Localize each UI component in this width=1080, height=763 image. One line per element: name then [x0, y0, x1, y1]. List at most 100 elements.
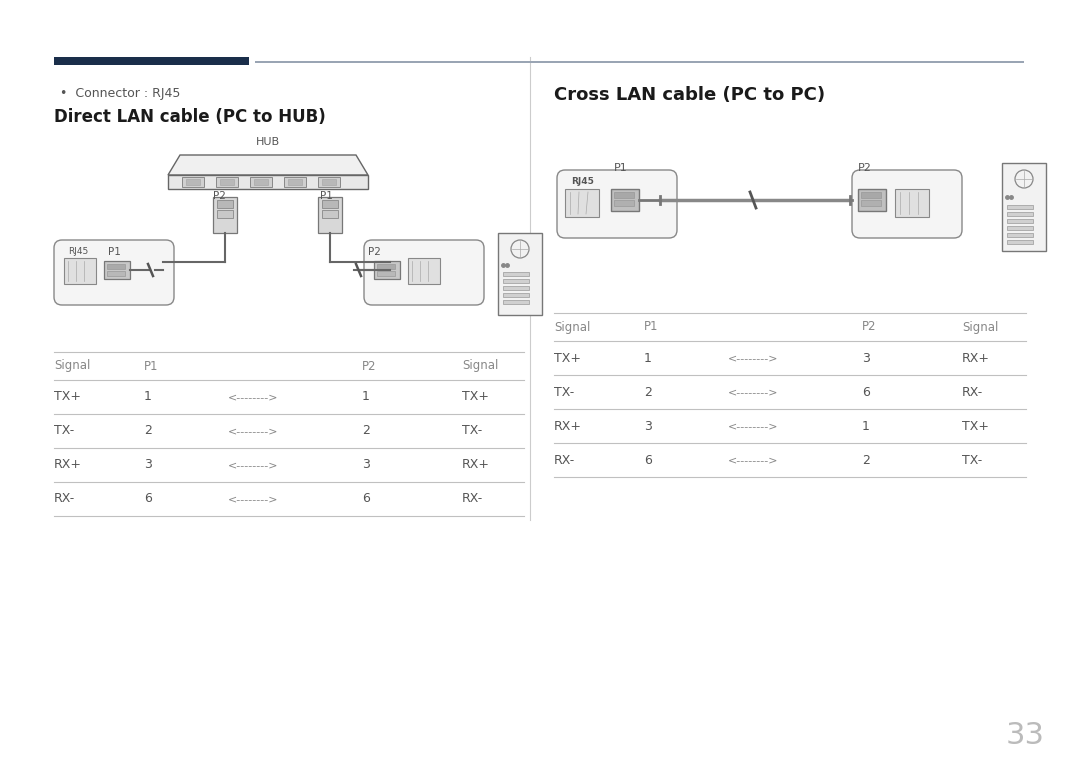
Bar — [377, 264, 395, 269]
Text: RX+: RX+ — [54, 459, 82, 472]
Text: 3: 3 — [644, 420, 652, 433]
Text: RX+: RX+ — [554, 420, 582, 433]
Text: P2: P2 — [368, 247, 381, 257]
Bar — [1007, 219, 1032, 223]
Bar — [107, 264, 125, 269]
Bar — [615, 192, 634, 198]
Bar — [107, 271, 125, 276]
Text: P2: P2 — [213, 191, 226, 201]
Bar — [217, 200, 233, 208]
Bar — [503, 286, 529, 290]
Text: TX-: TX- — [554, 385, 575, 398]
Bar — [565, 189, 599, 217]
FancyBboxPatch shape — [852, 170, 962, 238]
Text: 6: 6 — [362, 492, 369, 506]
Text: Direct LAN cable (PC to HUB): Direct LAN cable (PC to HUB) — [54, 108, 326, 126]
Text: 1: 1 — [362, 391, 369, 404]
Bar — [186, 179, 200, 185]
Bar — [183, 177, 204, 187]
Text: TX+: TX+ — [554, 352, 581, 365]
Bar — [1007, 226, 1032, 230]
FancyBboxPatch shape — [364, 240, 484, 305]
Bar — [255, 61, 1024, 63]
FancyBboxPatch shape — [557, 170, 677, 238]
Bar — [1007, 212, 1032, 216]
Text: P1: P1 — [108, 247, 121, 257]
Text: 6: 6 — [144, 492, 152, 506]
Text: 6: 6 — [862, 385, 869, 398]
Text: 3: 3 — [362, 459, 369, 472]
Text: RX+: RX+ — [462, 459, 490, 472]
Text: 2: 2 — [644, 385, 652, 398]
Bar — [503, 272, 529, 276]
Bar — [503, 293, 529, 297]
Bar — [217, 210, 233, 218]
Text: RX-: RX- — [554, 453, 576, 466]
Text: <-------->: <--------> — [728, 455, 779, 465]
Bar — [377, 271, 395, 276]
Text: 6: 6 — [644, 453, 652, 466]
Text: <-------->: <--------> — [228, 460, 279, 470]
Bar — [322, 179, 336, 185]
Text: TX-: TX- — [962, 453, 982, 466]
Text: RX+: RX+ — [962, 352, 990, 365]
Bar — [498, 233, 542, 315]
Text: RJ45: RJ45 — [68, 247, 89, 256]
Text: <-------->: <--------> — [728, 353, 779, 363]
Text: 2: 2 — [144, 424, 152, 437]
Text: TX-: TX- — [54, 424, 75, 437]
Bar — [318, 177, 340, 187]
Text: P2: P2 — [858, 163, 872, 173]
Bar — [374, 261, 400, 279]
Text: <-------->: <--------> — [228, 494, 279, 504]
Text: TX+: TX+ — [962, 420, 989, 433]
Text: Signal: Signal — [962, 320, 998, 333]
Bar — [288, 179, 302, 185]
Text: <-------->: <--------> — [228, 426, 279, 436]
Bar — [1002, 163, 1047, 251]
Text: Signal: Signal — [54, 359, 91, 372]
Bar — [408, 258, 440, 284]
FancyBboxPatch shape — [54, 240, 174, 305]
Text: P2: P2 — [362, 359, 377, 372]
Text: P1: P1 — [144, 359, 159, 372]
Text: 1: 1 — [862, 420, 869, 433]
Bar — [861, 200, 881, 206]
Text: P1: P1 — [644, 320, 659, 333]
Bar — [322, 210, 338, 218]
Text: P1: P1 — [320, 191, 333, 201]
Bar — [1007, 205, 1032, 209]
Bar — [249, 177, 272, 187]
Text: RX-: RX- — [54, 492, 76, 506]
Bar — [1007, 240, 1032, 244]
Text: Signal: Signal — [554, 320, 591, 333]
Text: RX-: RX- — [462, 492, 483, 506]
Text: TX+: TX+ — [462, 391, 489, 404]
Text: <-------->: <--------> — [728, 421, 779, 431]
Bar — [168, 175, 368, 189]
Bar — [503, 279, 529, 283]
Text: 1: 1 — [144, 391, 152, 404]
Bar — [861, 192, 881, 198]
Bar — [216, 177, 238, 187]
Bar — [220, 179, 234, 185]
Text: Signal: Signal — [462, 359, 498, 372]
Bar — [54, 57, 249, 65]
Bar — [284, 177, 306, 187]
Text: <-------->: <--------> — [228, 392, 279, 402]
Text: 2: 2 — [862, 453, 869, 466]
Bar — [615, 200, 634, 206]
Bar — [858, 189, 886, 211]
Bar — [895, 189, 929, 217]
Bar — [322, 200, 338, 208]
Bar — [1007, 233, 1032, 237]
Text: 1: 1 — [644, 352, 652, 365]
Bar — [254, 179, 268, 185]
Text: 33: 33 — [1005, 720, 1044, 749]
Text: P2: P2 — [862, 320, 877, 333]
Bar — [611, 189, 639, 211]
Text: 3: 3 — [144, 459, 152, 472]
Text: TX+: TX+ — [54, 391, 81, 404]
Text: RX-: RX- — [962, 385, 983, 398]
Bar — [318, 197, 342, 233]
